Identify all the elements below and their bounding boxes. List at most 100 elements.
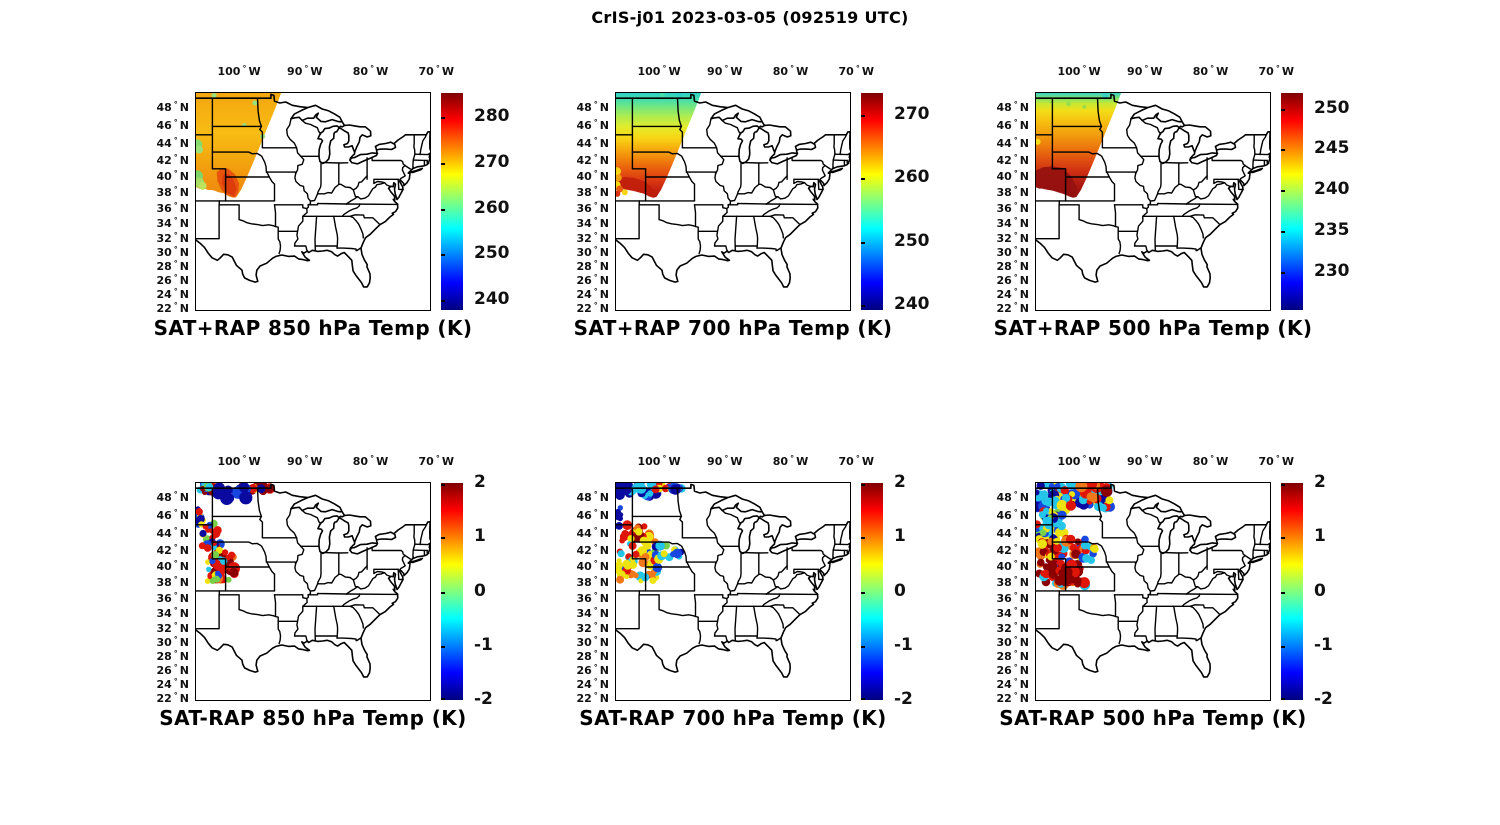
lat-tick-label: 44 ° N bbox=[996, 525, 1029, 540]
difference-dot bbox=[1089, 492, 1099, 503]
colorbar bbox=[1281, 483, 1303, 700]
great-lake bbox=[1157, 515, 1181, 555]
panel-title: SAT-RAP 500 hPa Temp (K) bbox=[999, 706, 1307, 730]
great-lake bbox=[374, 531, 397, 541]
colorbar-tick-label: -2 bbox=[894, 689, 913, 709]
map-panel-6 bbox=[1035, 482, 1271, 701]
canada-border-line bbox=[616, 93, 729, 109]
canada-border-line bbox=[196, 93, 309, 109]
lat-tick-label: 42 ° N bbox=[576, 542, 609, 557]
lat-tick-label: 48 ° N bbox=[156, 489, 189, 504]
lat-tick-label: 32 ° N bbox=[996, 620, 1029, 635]
lat-tick-label: 40 ° N bbox=[156, 559, 189, 574]
speckle-dot bbox=[676, 93, 683, 98]
colorbar-tick-label: 230 bbox=[1314, 260, 1350, 281]
map-panel-4 bbox=[195, 482, 431, 701]
lat-tick-label: 36 ° N bbox=[576, 200, 609, 215]
lat-tick-label: 34 ° N bbox=[996, 605, 1029, 620]
coastline bbox=[1036, 146, 1270, 288]
difference-dot bbox=[206, 566, 212, 572]
speckle-dot bbox=[252, 100, 258, 106]
difference-dot bbox=[617, 550, 625, 558]
lat-tick-label: 32 ° N bbox=[576, 620, 609, 635]
lat-tick-label: 46 ° N bbox=[576, 117, 609, 132]
lon-tick-label: 90 ° W bbox=[1127, 454, 1163, 468]
difference-dot bbox=[225, 493, 235, 503]
temperature-overlay bbox=[616, 177, 657, 198]
colorbar-tick-label: 245 bbox=[1314, 138, 1350, 159]
lat-tick-label: 38 ° N bbox=[156, 185, 189, 200]
difference-dot bbox=[1071, 549, 1081, 559]
colorbar-tick-mark bbox=[1281, 271, 1285, 274]
difference-dot bbox=[1078, 577, 1090, 589]
axes-box bbox=[195, 92, 431, 311]
great-lake bbox=[710, 104, 763, 123]
great-lake bbox=[290, 494, 343, 513]
difference-dot bbox=[1057, 510, 1067, 520]
difference-dot bbox=[616, 575, 625, 584]
coastline bbox=[616, 146, 850, 288]
colorbar-tick-mark bbox=[1281, 230, 1285, 233]
difference-dot bbox=[211, 576, 217, 582]
difference-dot bbox=[616, 561, 623, 570]
difference-dot bbox=[1037, 558, 1045, 567]
axes-box bbox=[1035, 92, 1271, 311]
lat-tick-label: 40 ° N bbox=[996, 559, 1029, 574]
difference-dot bbox=[1043, 507, 1050, 514]
long-island bbox=[409, 167, 424, 174]
colorbar-tick-mark bbox=[1281, 537, 1285, 540]
colorbar-tick-mark bbox=[441, 645, 445, 648]
canada-border-line bbox=[196, 483, 309, 499]
difference-dot bbox=[1039, 529, 1047, 537]
great-lake bbox=[769, 152, 799, 165]
great-lake bbox=[1214, 531, 1237, 541]
lat-tick-label: 22 ° N bbox=[996, 300, 1029, 315]
axes-box bbox=[615, 482, 851, 701]
lat-tick-label: 44 ° N bbox=[156, 525, 189, 540]
waterway-line bbox=[1233, 130, 1270, 144]
lat-tick-label: 46 ° N bbox=[996, 117, 1029, 132]
difference-dot bbox=[1090, 544, 1099, 553]
lat-tick-label: 46 ° N bbox=[156, 507, 189, 522]
difference-dot bbox=[1053, 537, 1061, 545]
panel-title: SAT+RAP 850 hPa Temp (K) bbox=[153, 316, 473, 340]
great-lake bbox=[374, 141, 397, 151]
difference-dot bbox=[632, 572, 639, 579]
lat-tick-label: 30 ° N bbox=[996, 635, 1029, 650]
state-borders bbox=[1036, 487, 1270, 645]
colorbar-tick-mark bbox=[1281, 149, 1285, 152]
lon-tick-label: 100 ° W bbox=[217, 454, 261, 468]
difference-dot bbox=[629, 561, 637, 569]
colorbar-tick-mark bbox=[861, 115, 865, 118]
lon-tick-label: 100 ° W bbox=[1057, 454, 1101, 468]
lat-tick-label: 24 ° N bbox=[996, 287, 1029, 302]
great-lake bbox=[1178, 514, 1212, 543]
long-island bbox=[1249, 167, 1264, 174]
lat-tick-label: 22 ° N bbox=[576, 300, 609, 315]
colorbar-tick-mark bbox=[1281, 591, 1285, 594]
lat-tick-label: 34 ° N bbox=[156, 605, 189, 620]
state-borders bbox=[1036, 97, 1270, 255]
difference-dot bbox=[1043, 516, 1053, 527]
state-borders bbox=[196, 97, 430, 255]
difference-dot bbox=[1081, 535, 1089, 544]
canada-border-line bbox=[1036, 93, 1149, 109]
colorbar-tick-label: -2 bbox=[474, 689, 493, 709]
difference-dot bbox=[196, 515, 205, 523]
colorbar-tick-label: 240 bbox=[1314, 179, 1350, 200]
lat-tick-label: 30 ° N bbox=[156, 245, 189, 260]
lat-tick-label: 24 ° N bbox=[996, 677, 1029, 692]
difference-dot bbox=[225, 576, 232, 583]
colorbar-tick-label: -2 bbox=[1314, 689, 1333, 709]
colorbar-tick-label: 2 bbox=[1314, 472, 1326, 492]
colorbar-tick-label: 260 bbox=[894, 167, 930, 188]
lon-tick-label: 80 ° W bbox=[1192, 454, 1229, 468]
difference-dot bbox=[1054, 575, 1065, 586]
colorbar bbox=[861, 483, 883, 700]
colorbar-tick-mark bbox=[441, 591, 445, 594]
coastline bbox=[196, 536, 430, 678]
canada-border-line bbox=[616, 483, 729, 499]
difference-dot bbox=[1039, 490, 1049, 499]
lat-tick-label: 34 ° N bbox=[156, 215, 189, 230]
